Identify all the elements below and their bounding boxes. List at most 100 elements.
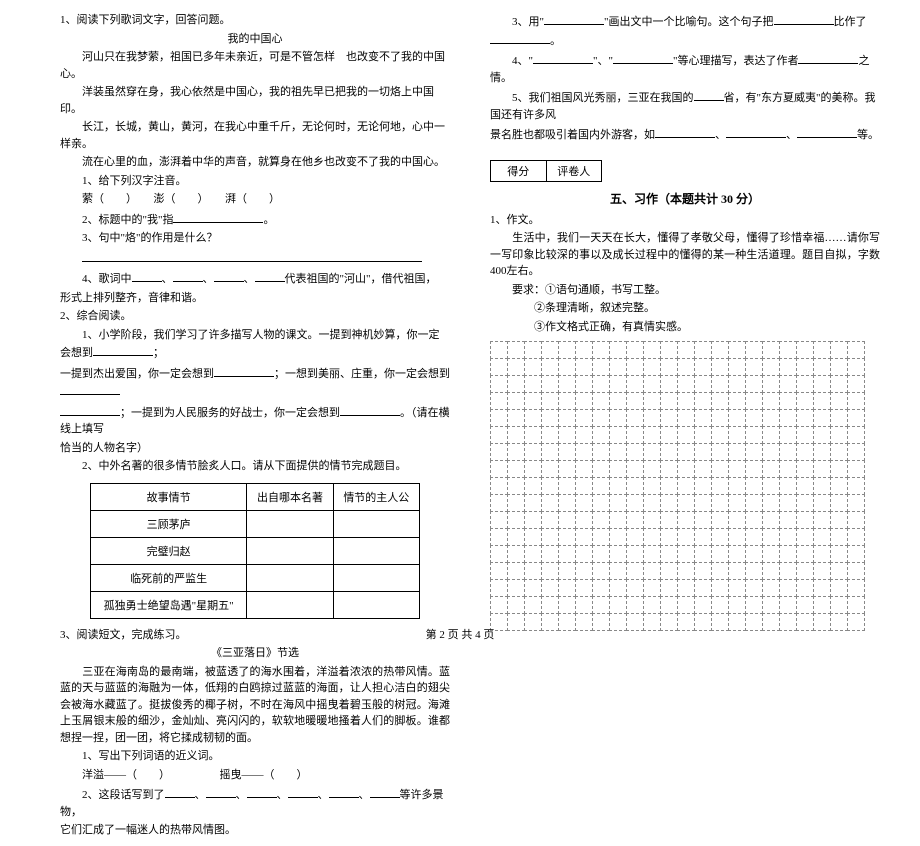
writing-cell[interactable] (626, 528, 644, 546)
fill-blank[interactable] (173, 210, 263, 223)
writing-cell[interactable] (813, 375, 831, 393)
writing-cell[interactable] (762, 426, 780, 444)
fill-blank[interactable] (694, 88, 724, 101)
writing-cell[interactable] (609, 494, 627, 512)
writing-cell[interactable] (694, 579, 712, 597)
writing-cell[interactable] (728, 341, 746, 359)
fill-blank[interactable] (165, 785, 195, 798)
writing-cell[interactable] (507, 460, 525, 478)
fill-blank[interactable] (206, 785, 236, 798)
writing-cell[interactable] (813, 460, 831, 478)
writing-cell[interactable] (711, 358, 729, 376)
writing-cell[interactable] (660, 494, 678, 512)
writing-cell[interactable] (779, 511, 797, 529)
writing-cell[interactable] (507, 562, 525, 580)
writing-cell[interactable] (626, 443, 644, 461)
writing-cell[interactable] (711, 375, 729, 393)
writing-cell[interactable] (490, 545, 508, 563)
writing-cell[interactable] (541, 562, 559, 580)
writing-cell[interactable] (507, 375, 525, 393)
writing-cell[interactable] (575, 528, 593, 546)
writing-cell[interactable] (609, 375, 627, 393)
writing-cell[interactable] (541, 341, 559, 359)
writing-cell[interactable] (779, 562, 797, 580)
writing-cell[interactable] (643, 341, 661, 359)
fill-blank[interactable] (247, 785, 277, 798)
writing-cell[interactable] (541, 579, 559, 597)
writing-cell[interactable] (541, 375, 559, 393)
writing-cell[interactable] (728, 392, 746, 410)
writing-cell[interactable] (643, 545, 661, 563)
writing-cell[interactable] (575, 392, 593, 410)
writing-cell[interactable] (677, 511, 695, 529)
writing-cell[interactable] (762, 579, 780, 597)
writing-cell[interactable] (694, 596, 712, 614)
writing-cell[interactable] (711, 545, 729, 563)
writing-cell[interactable] (694, 545, 712, 563)
writing-cell[interactable] (762, 460, 780, 478)
fill-blank[interactable] (82, 249, 422, 262)
writing-cell[interactable] (677, 409, 695, 427)
writing-cell[interactable] (813, 426, 831, 444)
writing-cell[interactable] (643, 511, 661, 529)
writing-cell[interactable] (558, 596, 576, 614)
writing-cell[interactable] (490, 562, 508, 580)
writing-cell[interactable] (796, 545, 814, 563)
writing-cell[interactable] (745, 545, 763, 563)
writing-cell[interactable] (643, 596, 661, 614)
writing-cell[interactable] (558, 528, 576, 546)
writing-cell[interactable] (694, 477, 712, 495)
writing-cell[interactable] (677, 460, 695, 478)
writing-cell[interactable] (541, 443, 559, 461)
writing-cell[interactable] (830, 494, 848, 512)
writing-cell[interactable] (813, 596, 831, 614)
writing-cell[interactable] (558, 426, 576, 444)
writing-cell[interactable] (575, 460, 593, 478)
writing-cell[interactable] (507, 477, 525, 495)
writing-cell[interactable] (541, 358, 559, 376)
writing-cell[interactable] (626, 460, 644, 478)
writing-cell[interactable] (524, 426, 542, 444)
writing-cell[interactable] (524, 341, 542, 359)
writing-cell[interactable] (490, 528, 508, 546)
writing-cell[interactable] (779, 477, 797, 495)
writing-cell[interactable] (711, 426, 729, 444)
writing-cell[interactable] (796, 596, 814, 614)
writing-cell[interactable] (745, 477, 763, 495)
fill-blank[interactable] (255, 269, 285, 282)
writing-cell[interactable] (626, 477, 644, 495)
writing-cell[interactable] (711, 562, 729, 580)
writing-cell[interactable] (643, 562, 661, 580)
writing-cell[interactable] (796, 392, 814, 410)
writing-cell[interactable] (796, 358, 814, 376)
writing-cell[interactable] (609, 358, 627, 376)
writing-cell[interactable] (694, 358, 712, 376)
writing-cell[interactable] (762, 545, 780, 563)
writing-cell[interactable] (609, 341, 627, 359)
writing-cell[interactable] (677, 545, 695, 563)
writing-cell[interactable] (711, 341, 729, 359)
writing-cell[interactable] (796, 528, 814, 546)
writing-cell[interactable] (558, 409, 576, 427)
writing-cell[interactable] (558, 511, 576, 529)
writing-cell[interactable] (813, 443, 831, 461)
writing-cell[interactable] (728, 460, 746, 478)
writing-cell[interactable] (541, 596, 559, 614)
writing-cell[interactable] (524, 494, 542, 512)
writing-cell[interactable] (490, 596, 508, 614)
writing-cell[interactable] (830, 579, 848, 597)
writing-cell[interactable] (830, 409, 848, 427)
writing-cell[interactable] (711, 460, 729, 478)
writing-cell[interactable] (626, 579, 644, 597)
writing-cell[interactable] (762, 494, 780, 512)
writing-cell[interactable] (694, 511, 712, 529)
writing-cell[interactable] (575, 477, 593, 495)
fill-blank[interactable] (490, 31, 550, 44)
writing-cell[interactable] (643, 358, 661, 376)
writing-cell[interactable] (592, 562, 610, 580)
writing-cell[interactable] (711, 528, 729, 546)
writing-cell[interactable] (813, 409, 831, 427)
writing-cell[interactable] (592, 579, 610, 597)
writing-cell[interactable] (745, 443, 763, 461)
writing-cell[interactable] (779, 392, 797, 410)
